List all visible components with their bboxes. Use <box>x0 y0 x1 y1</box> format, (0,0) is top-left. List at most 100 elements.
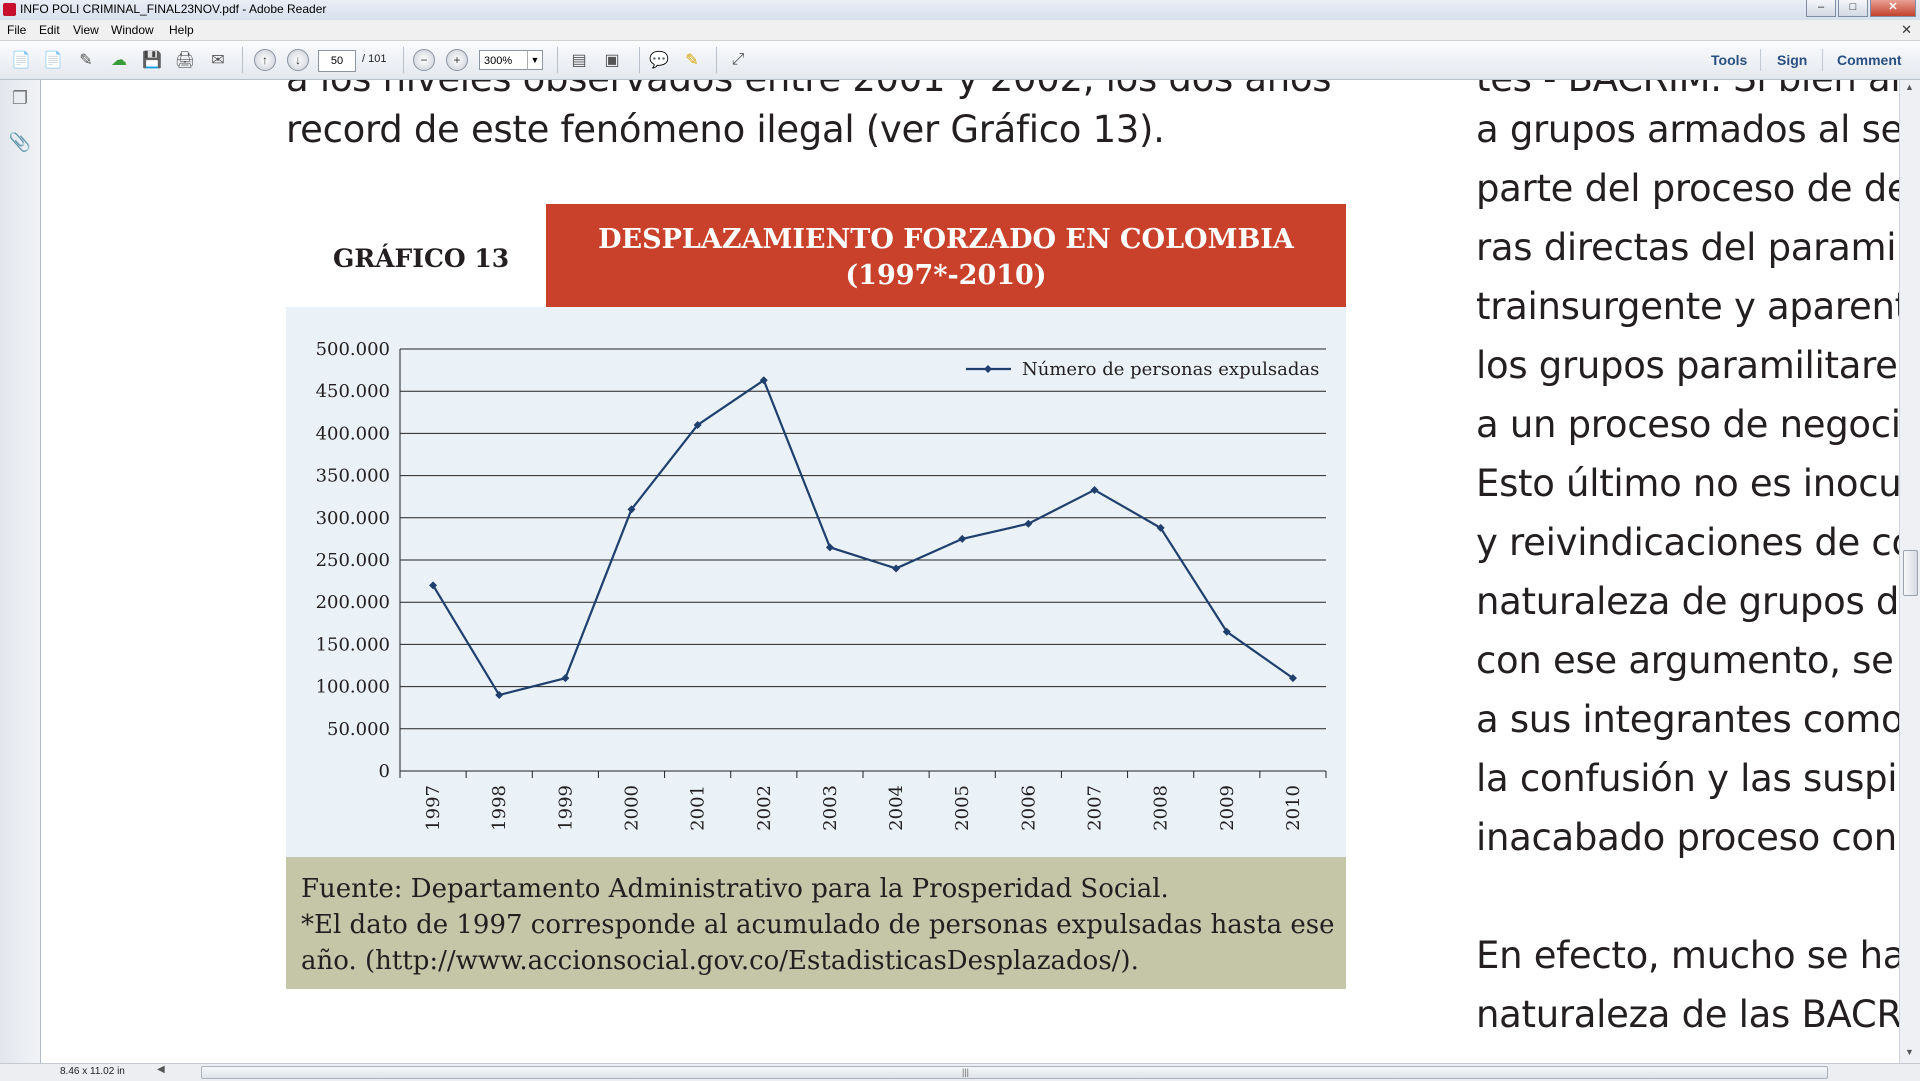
window-controls: – □ ✕ <box>1806 0 1916 18</box>
toolbar-separator <box>1760 49 1761 71</box>
source-note: Fuente: Departamento Administrativo para… <box>286 857 1346 989</box>
y-tick-label: 250.000 <box>316 550 390 571</box>
data-point <box>1156 523 1165 532</box>
toolbar-separator <box>557 47 558 73</box>
email-icon[interactable]: ✉ <box>211 52 225 69</box>
save-icon[interactable]: 💾 <box>142 52 162 69</box>
fit-width-icon[interactable]: ▣ <box>604 52 620 69</box>
scroll-left-icon[interactable]: ◀ <box>157 1064 165 1075</box>
x-tick-label: 2009 <box>1217 785 1238 831</box>
y-tick-label: 450.000 <box>316 381 390 402</box>
maximize-button[interactable]: □ <box>1838 0 1868 17</box>
sticky-note-icon[interactable]: 💬 <box>649 52 669 69</box>
toolbar: 📄 📄 ✎ ☁ 💾 🖨 ✉ ↑ ↓ 50 / 101 − + 300% ▼ ▤ ▣… <box>0 41 1920 80</box>
data-point <box>825 543 834 552</box>
zoom-out-button[interactable]: − <box>412 48 436 72</box>
legend-marker <box>984 365 992 373</box>
print-icon[interactable]: 🖨 <box>174 52 196 69</box>
data-point <box>561 674 570 683</box>
sign-button[interactable]: Sign <box>1777 52 1808 68</box>
menu-window[interactable]: Window <box>111 23 154 37</box>
attachments-icon[interactable]: 📎 <box>8 132 32 152</box>
title-bar: INFO POLI CRIMINAL_FINAL23NOV.pdf - Adob… <box>0 0 1920 21</box>
body-text-line: En efecto, mucho se ha <box>1476 934 1900 977</box>
body-text-line: trainsurgente y aparent <box>1476 285 1900 328</box>
y-tick-label: 500.000 <box>316 339 390 360</box>
x-tick-label: 2008 <box>1151 785 1172 831</box>
comment-button[interactable]: Comment <box>1837 52 1902 68</box>
horizontal-scrollbar-thumb[interactable]: ||| <box>201 1066 1828 1079</box>
create-pdf-icon[interactable]: 📄 <box>11 52 31 69</box>
body-text-line: la confusión y las suspica <box>1476 757 1900 800</box>
y-tick-label: 400.000 <box>316 423 390 444</box>
edit-document-icon[interactable]: ✎ <box>79 52 93 69</box>
menu-bar: File Edit View Window Help ✕ <box>0 20 1920 41</box>
chevron-down-icon[interactable]: ▼ <box>527 51 542 69</box>
body-text-line: ras directas del paramilit <box>1476 226 1900 269</box>
horizontal-scrollbar[interactable]: ◀ ||| <box>157 1064 1900 1079</box>
menu-help[interactable]: Help <box>169 23 194 37</box>
toolbar-separator <box>403 47 404 73</box>
graph-title-line: (1997*-2010) <box>845 260 1047 291</box>
upload-cloud-icon[interactable]: ☁ <box>111 52 127 69</box>
scroll-down-icon[interactable]: ▼ <box>1905 1047 1914 1057</box>
x-tick-label: 2003 <box>820 785 841 831</box>
x-tick-label: 1998 <box>489 785 510 831</box>
legend-label: Número de personas expulsadas <box>1022 359 1319 380</box>
minimize-button[interactable]: – <box>1806 0 1836 17</box>
close-button[interactable]: ✕ <box>1870 0 1916 17</box>
source-line: año. (http://www.accionsocial.gov.co/Est… <box>301 946 1139 976</box>
y-tick-label: 100.000 <box>316 677 390 698</box>
tools-button[interactable]: Tools <box>1711 52 1748 68</box>
zoom-level-value: 300% <box>484 55 513 67</box>
data-point <box>429 581 438 590</box>
body-text-line: naturaleza de grupos dir <box>1476 580 1900 623</box>
graph-title-line: DESPLAZAMIENTO FORZADO EN COLOMBIA <box>598 224 1294 255</box>
y-tick-label: 50.000 <box>327 719 390 740</box>
graph-title-banner: DESPLAZAMIENTO FORZADO EN COLOMBIA (1997… <box>546 204 1346 307</box>
body-text-line: naturaleza de las BACRI <box>1476 993 1900 1036</box>
x-tick-label: 2010 <box>1283 785 1304 831</box>
body-text-line: con ese argumento, se c <box>1476 639 1900 682</box>
zoom-in-button[interactable]: + <box>445 48 469 72</box>
data-point <box>495 691 504 700</box>
scrollbar-thumb[interactable] <box>1903 550 1918 596</box>
convert-pdf-icon[interactable]: 📄 <box>43 52 63 69</box>
fullscreen-icon[interactable]: ⤢ <box>731 51 745 68</box>
page-thumbnails-icon[interactable]: ❐ <box>11 88 29 108</box>
x-tick-label: 2000 <box>622 785 643 831</box>
next-page-button[interactable]: ↓ <box>286 48 310 72</box>
x-tick-label: 2005 <box>952 785 973 831</box>
chart-panel: 0 50.000 100.000 150.000 200.000 250.000 300.0… <box>286 307 1346 857</box>
page-total: / 101 <box>362 53 387 65</box>
page-number-input[interactable]: 50 <box>318 50 356 72</box>
scroll-up-icon[interactable]: ▲ <box>1905 82 1914 92</box>
previous-page-button[interactable]: ↑ <box>253 48 277 72</box>
body-text-line: tes - BACRIM. Si bien alg <box>1476 80 1900 100</box>
vertical-scrollbar[interactable]: ▲ ▼ <box>1899 80 1920 1063</box>
body-text-line: a grupos armados al serv <box>1476 108 1900 151</box>
document-close-icon[interactable]: ✕ <box>1901 22 1912 37</box>
x-tick-label: 2004 <box>886 785 907 831</box>
body-text-line: a los niveles observados entre 2001 y 20… <box>286 80 1332 100</box>
toolbar-separator <box>639 47 640 73</box>
y-tick-label: 200.000 <box>316 592 390 613</box>
x-tick-label: 2001 <box>688 785 709 831</box>
fit-page-icon[interactable]: ▤ <box>571 52 587 69</box>
menu-file[interactable]: File <box>7 23 27 37</box>
body-text-line: a sus integrantes como <box>1476 698 1900 741</box>
graph-label: GRÁFICO 13 <box>333 244 510 273</box>
body-text-line: y reivindicaciones de cor <box>1476 521 1900 564</box>
data-point <box>627 505 636 514</box>
menu-view[interactable]: View <box>73 23 99 37</box>
data-point <box>1024 519 1033 528</box>
highlight-icon[interactable]: ✎ <box>685 52 699 69</box>
data-point <box>693 420 702 429</box>
body-text-line: record de este fenómeno ilegal (ver Gráf… <box>286 108 1165 151</box>
toolbar-separator <box>716 47 717 73</box>
menu-edit[interactable]: Edit <box>39 23 60 37</box>
x-tick-label: 2006 <box>1018 785 1039 831</box>
body-text-line: Esto último no es inocuo <box>1476 462 1900 505</box>
y-tick-label: 150.000 <box>316 634 390 655</box>
zoom-level-select[interactable]: 300% ▼ <box>479 50 543 70</box>
